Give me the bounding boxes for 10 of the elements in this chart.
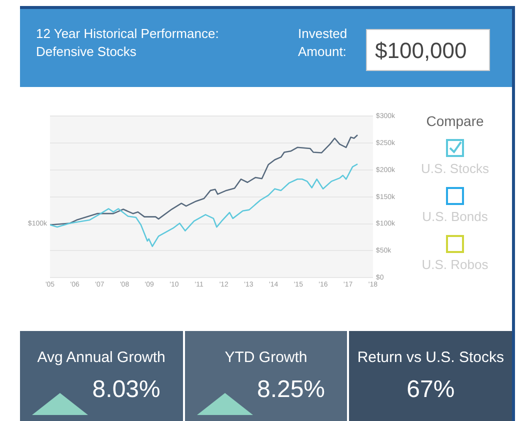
text: Invested Amount: (298, 25, 348, 61)
text: 8.03% (91, 376, 162, 404)
legend-title: Compare (425, 113, 485, 129)
text: Return vs U.S. Stocks (356, 349, 506, 366)
chart-title: 12 Year Historical Performance: Defensive Stocks (36, 25, 220, 61)
text: Avg Annual Growth (36, 349, 166, 366)
text: 67% (406, 376, 456, 404)
text: 8.25% (256, 376, 326, 404)
amount-field: $100,000 (366, 29, 490, 71)
text: YTD Growth (224, 349, 308, 366)
